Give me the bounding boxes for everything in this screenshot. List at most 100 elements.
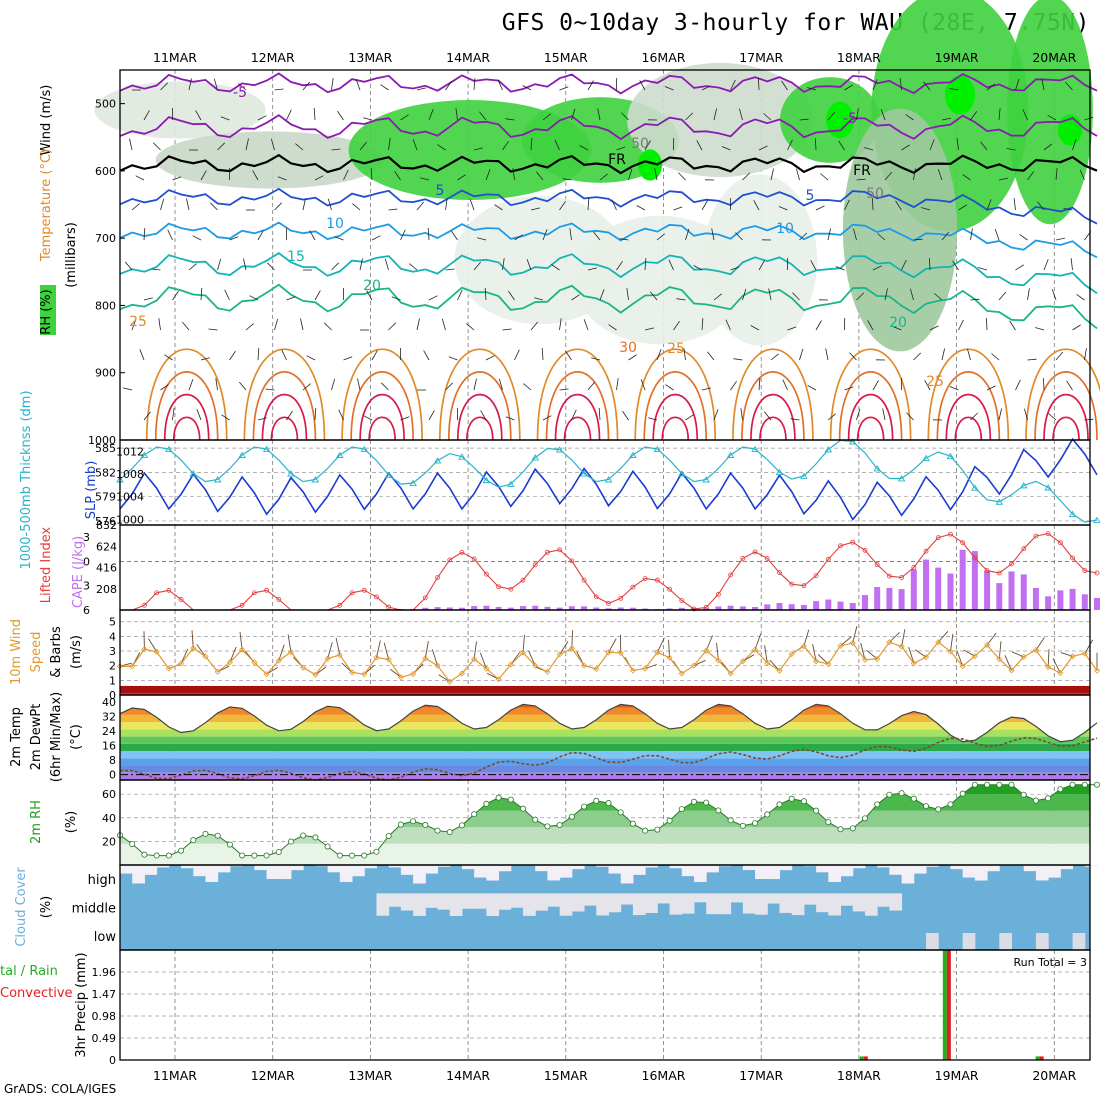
- wind-barb: [901, 144, 910, 151]
- wind-speed-point: [458, 670, 466, 677]
- wind-barb: [778, 206, 788, 211]
- wind-speed-point: [348, 669, 356, 676]
- wind-barb: [542, 415, 552, 421]
- cloud-gap-high: [461, 865, 475, 870]
- wind-barb-10m: [239, 631, 243, 650]
- thickness-point: [873, 465, 881, 472]
- thickness-point: [140, 451, 149, 458]
- wind-barb: [445, 198, 448, 211]
- thickness-point: [287, 470, 295, 477]
- date-label-bottom: 13MAR: [348, 1068, 392, 1083]
- li-tick: 0: [83, 555, 90, 568]
- cape-bar: [678, 607, 685, 610]
- wind-barb: [484, 287, 487, 301]
- warm-loop: [856, 416, 885, 441]
- cape-bar: [422, 607, 429, 610]
- wind-barb: [428, 410, 435, 421]
- wind-barb: [1072, 138, 1077, 151]
- rh-point: [251, 852, 258, 859]
- wind-speed-point: [1069, 653, 1076, 660]
- panel-frame: [119, 949, 1091, 1061]
- wind-barb: [559, 86, 569, 91]
- cape-bar: [935, 567, 942, 610]
- cloud-gap-high: [608, 865, 622, 874]
- rh-peak-0: [638, 149, 662, 181]
- lifted-index-point: [251, 590, 257, 596]
- wind-barb: [441, 318, 446, 331]
- wind-barb: [901, 259, 907, 271]
- cloud-gap-high: [254, 865, 268, 871]
- wind-barb: [257, 230, 264, 241]
- wind-barb-10m: [769, 659, 780, 671]
- cloud-gap-low: [1035, 933, 1049, 950]
- lifted-index-point: [1021, 546, 1027, 552]
- wind-barb: [265, 388, 275, 391]
- contour-label: FR: [853, 163, 871, 179]
- wind-speed-point: [446, 678, 453, 685]
- wind-barb: [217, 258, 222, 271]
- rh-point: [226, 841, 233, 848]
- wind-barb: [391, 296, 401, 301]
- cloud-gap-middle: [742, 893, 756, 914]
- wind-barb: [764, 411, 772, 421]
- cape-bar: [568, 606, 575, 610]
- cape-bar: [593, 607, 600, 610]
- wind-barb: [807, 87, 817, 91]
- wind-barb: [338, 409, 344, 421]
- cloud-gap-high: [144, 865, 158, 875]
- wind-barb: [941, 117, 951, 121]
- cloud-gap-middle: [571, 893, 585, 912]
- wind-speed-point: [434, 662, 441, 669]
- temp2m-label-a: 2m Temp: [9, 707, 24, 767]
- wind-barb: [986, 385, 996, 391]
- wind-speed-point: [483, 665, 490, 672]
- cloud-gap-middle: [828, 893, 842, 916]
- precip-total-legend: tal / Rain: [0, 964, 58, 979]
- cape-bar: [1081, 594, 1088, 610]
- wind-speed-point: [1008, 667, 1015, 674]
- rh-fill-2: [398, 810, 1090, 828]
- cape-tick: 624: [96, 540, 117, 553]
- lifted-index-point: [728, 572, 734, 578]
- wind-barb: [673, 320, 680, 331]
- pressure-tick: 500: [95, 98, 116, 111]
- wind-barb: [200, 170, 207, 181]
- wind-barb: [924, 380, 931, 391]
- wind-barb: [835, 266, 845, 271]
- wind-speed-point: [495, 676, 502, 683]
- thickness-point: [482, 476, 491, 484]
- wind-barb-10m: [1084, 639, 1094, 654]
- wind-barb: [1019, 234, 1028, 241]
- wind-barb: [469, 199, 475, 211]
- lifted-index-point: [337, 602, 343, 608]
- wind-speed-point: [605, 649, 612, 656]
- wind-barb-10m: [889, 632, 900, 643]
- thickness-point: [507, 480, 515, 488]
- wind-barb: [707, 351, 715, 361]
- thickness-point: [922, 454, 930, 462]
- lifted-index-point: [557, 547, 563, 553]
- cloud-gap-middle: [437, 893, 451, 910]
- cloud-gap-middle: [547, 893, 561, 907]
- wind-barb: [245, 323, 254, 331]
- lifted-index-point: [948, 531, 953, 537]
- warm-loop: [465, 416, 494, 441]
- contour-label: 10: [776, 221, 794, 237]
- wind-barb: [856, 408, 861, 421]
- thickness-point: [262, 445, 271, 453]
- wind-barb: [416, 318, 420, 331]
- wind-barb: [306, 355, 316, 361]
- contour-label: 50: [631, 136, 649, 152]
- wind-barb: [343, 169, 349, 181]
- wind-barb: [880, 108, 886, 121]
- cape-bar: [483, 605, 490, 610]
- warm-loop: [1025, 348, 1100, 441]
- wind-barb: [217, 142, 225, 151]
- rh-point: [752, 820, 759, 827]
- lifted-index-point: [899, 575, 904, 580]
- cloud-gap-middle: [632, 893, 646, 916]
- wind-barb-10m: [1047, 649, 1050, 668]
- wind-speed-point: [935, 639, 942, 646]
- wind-barb: [978, 267, 988, 271]
